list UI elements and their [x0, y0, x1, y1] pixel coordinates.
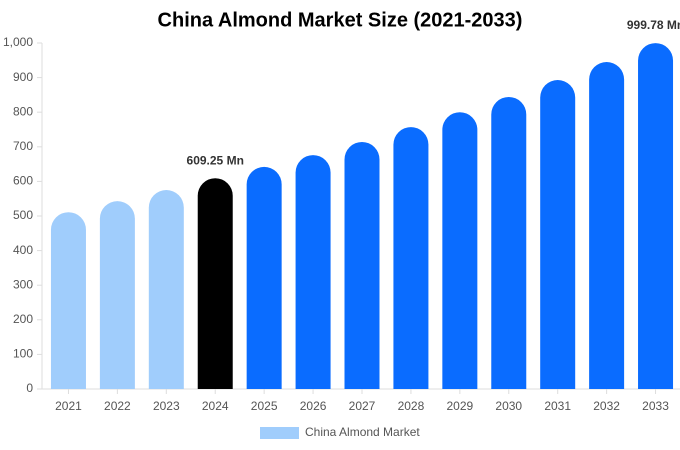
y-tick-label: 700: [13, 139, 33, 153]
bar: [638, 43, 674, 390]
bar: [540, 80, 576, 389]
value-label: 999.78 Mn: [627, 18, 680, 32]
y-tick-label: 800: [13, 104, 33, 118]
x-tick-label: 2021: [55, 399, 82, 413]
x-tick-label: 2023: [153, 399, 180, 413]
bar: [295, 155, 331, 389]
bar: [589, 62, 625, 389]
chart-title: China Almond Market Size (2021-2033): [158, 9, 523, 31]
bar: [442, 112, 478, 389]
y-tick-label: 100: [13, 347, 33, 361]
bar: [197, 178, 233, 389]
bar: [393, 127, 429, 390]
y-tick-label: 200: [13, 312, 33, 326]
legend-swatch: [260, 427, 299, 439]
y-tick-label: 900: [13, 70, 33, 84]
x-tick-label: 2022: [104, 399, 131, 413]
value-label: 609.25 Mn: [187, 153, 244, 167]
bar: [246, 166, 282, 389]
bar: [50, 212, 86, 389]
bar: [491, 96, 527, 389]
x-tick-label: 2026: [300, 399, 327, 413]
y-tick-label: 300: [13, 277, 33, 291]
bar: [344, 141, 380, 389]
bar: [99, 201, 135, 389]
x-tick-label: 2032: [593, 399, 620, 413]
x-tick-label: 2028: [398, 399, 425, 413]
x-tick-label: 2031: [544, 399, 571, 413]
x-tick-label: 2024: [202, 399, 229, 413]
y-tick-label: 400: [13, 243, 33, 257]
x-tick-label: 2033: [642, 399, 669, 413]
y-tick-label: 500: [13, 208, 33, 222]
y-tick-label: 0: [26, 381, 33, 395]
y-tick-label: 600: [13, 174, 33, 188]
y-tick-label: 1,000: [3, 35, 33, 49]
bar: [148, 190, 184, 389]
x-tick-label: 2030: [495, 399, 522, 413]
x-tick-label: 2027: [349, 399, 376, 413]
legend-label: China Almond Market: [305, 425, 420, 439]
x-tick-label: 2025: [251, 399, 278, 413]
x-tick-label: 2029: [446, 399, 473, 413]
